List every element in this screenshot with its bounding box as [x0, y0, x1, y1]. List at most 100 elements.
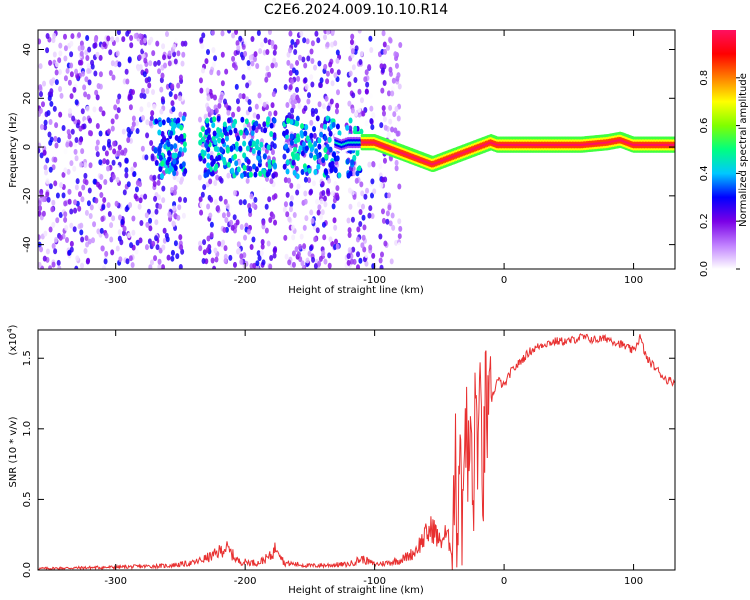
spectrogram-cell	[316, 209, 321, 216]
spectrogram-cell	[355, 170, 360, 177]
spectrogram-cell	[85, 54, 90, 61]
spectrogram-cell	[109, 236, 114, 243]
snr-x-label: Height of straight line (km)	[288, 585, 424, 596]
spectrogram-cell	[328, 236, 333, 243]
spectrogram-cell	[382, 41, 387, 48]
spectrogram-cell	[331, 151, 336, 158]
spectrogram-cell	[138, 33, 143, 40]
spectrogram-cell	[371, 161, 376, 168]
spectrogram-cell	[346, 172, 351, 179]
spectrogram-cell	[294, 69, 299, 76]
colorbar-tick-label: 0.8	[699, 70, 710, 86]
spectrogram-cell	[61, 124, 66, 131]
spectrogram-cell	[176, 117, 181, 124]
spectrogram-cell	[129, 35, 134, 42]
spectrogram-cell	[242, 140, 247, 147]
spectrogram-cell	[289, 118, 294, 125]
spectrogram-cell	[255, 139, 260, 146]
spectrogram-cell	[103, 178, 108, 185]
spectrogram-cell	[356, 226, 361, 233]
spectrogram-cell	[72, 226, 77, 233]
spectrogram-cell	[315, 115, 320, 122]
spectrogram-cell	[148, 264, 153, 269]
spectrogram-cell	[380, 67, 385, 74]
spectrogram-cell	[258, 98, 263, 105]
spectrogram-cell	[319, 122, 324, 129]
spectrogram-cell	[140, 114, 145, 121]
spectrogram-cell	[48, 226, 53, 233]
spectrogram-cell	[381, 105, 386, 112]
spectrogram-cell	[386, 192, 391, 199]
spectrogram-cell	[220, 51, 225, 58]
spectrogram-cell	[94, 89, 99, 96]
spectrogram-cell	[44, 169, 49, 176]
spectrogram-cell	[236, 247, 241, 254]
spectrogram-cell	[246, 158, 251, 165]
spectrogram-cell	[247, 98, 252, 105]
spectrogram-cell	[130, 125, 135, 132]
spectrogram-cell	[356, 251, 361, 258]
spectrogram-cell	[106, 128, 111, 135]
colorbar-label: Normalized spectral amplitude	[738, 73, 749, 227]
spectrogram-cell	[335, 155, 340, 162]
spectrogram-cell	[316, 37, 321, 44]
spectrogram-cell	[170, 255, 175, 262]
spectrogram-cell	[212, 130, 217, 137]
spectrogram-cell	[75, 255, 80, 262]
spectrogram-cell	[337, 172, 342, 179]
spectrogram-cell	[212, 94, 217, 101]
spectrogram-cell	[213, 199, 218, 206]
spectrogram-cell	[198, 240, 203, 247]
spectrogram-cell	[284, 253, 289, 260]
spectrogram-cell	[351, 92, 356, 99]
spectrogram-cell	[59, 182, 64, 189]
spectrogram-cell	[231, 32, 236, 39]
spectrogram-cell	[200, 191, 205, 198]
spectrogram-cell	[222, 159, 227, 166]
spectrogram-cell	[330, 160, 335, 167]
spectrogram-cell	[290, 113, 295, 120]
spectrogram-cell	[171, 152, 176, 159]
spectrogram-cell	[310, 217, 315, 224]
spectrogram-cell	[272, 252, 277, 259]
spectrogram-cell	[370, 124, 375, 131]
spectrogram-cell	[59, 92, 64, 99]
spectrogram-cell	[359, 50, 364, 57]
spectrogram-cell	[84, 179, 89, 186]
spectrogram-cell	[213, 145, 218, 152]
spectrogram-cell	[254, 103, 259, 110]
spectrogram-cell	[359, 181, 364, 188]
spectrogram-cell	[364, 120, 369, 127]
spectrogram-cell	[223, 257, 228, 264]
spectrogram-cell	[115, 50, 120, 57]
spectrogram-cell	[57, 69, 62, 76]
spectrogram-cell	[75, 122, 80, 129]
spectrogram-cell	[93, 37, 98, 44]
spectrogram-cell	[118, 214, 123, 221]
spectrogram-cell	[273, 61, 278, 68]
spectrogram-cell	[153, 195, 158, 202]
spectrogram-cell	[394, 165, 399, 172]
spectrogram-cell	[397, 233, 402, 240]
spectrogram-cell	[287, 216, 292, 223]
spectrogram-cell	[82, 123, 87, 130]
spectrogram-cell	[87, 238, 92, 245]
spectrogram-cell	[148, 225, 153, 232]
spectrogram-cell	[178, 263, 183, 269]
spectrogram-cell	[321, 157, 326, 164]
spectrogram-cell	[226, 109, 231, 116]
spectrogram-cell	[284, 128, 289, 135]
spectrogram-cell	[149, 36, 154, 43]
spectrogram-cell	[290, 151, 295, 158]
spectrogram-cell	[354, 110, 359, 117]
spectrogram-cell	[285, 159, 290, 166]
spectrogram-cell	[124, 172, 129, 179]
spectrogram-cell	[322, 195, 327, 202]
spectrogram-cell	[286, 51, 291, 58]
spectrogram-cell	[370, 213, 375, 220]
spectrogram-cell	[213, 55, 218, 62]
spectrogram-cell	[295, 120, 300, 127]
spectrogram-cell	[282, 206, 287, 213]
spectrogram-cell	[229, 145, 234, 152]
spectrogram-cell	[73, 148, 78, 155]
